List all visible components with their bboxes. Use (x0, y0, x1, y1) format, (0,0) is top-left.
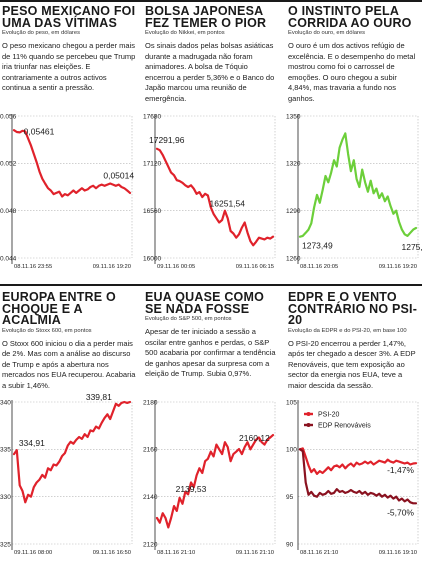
x-tick-label: 08.11.16 21:10 (300, 550, 338, 556)
panel-subtitle: Evolução do S&P 500, em pontos (145, 316, 232, 322)
x-tick-label: 09.11.16 00:05 (157, 264, 195, 270)
data-label: 0,05461 (24, 126, 55, 136)
chart-sp500: 2180 2160 2140 2120 08.11.16 21:10 09.11.16 2… (143, 399, 276, 556)
legend-label: EDP Renováveis (318, 422, 371, 429)
y-tick-label: 17120 (143, 161, 161, 168)
series-line (155, 147, 275, 247)
x-tick-label: 09.11.16 19:10 (379, 550, 417, 556)
panel-subtitle: Evolução da EDPR e do PSI-20, em base 10… (288, 327, 407, 334)
panel-subtitle: Evolução do Stoxx 600, em pontos (2, 327, 92, 334)
y-tick-label: 1260 (286, 255, 301, 262)
panel-body: Apesar de ter iniciado a sessão a oscila… (145, 327, 276, 379)
x-tick-label: 09.11.16 19:20 (379, 264, 417, 270)
y-tick-label: 2120 (143, 541, 158, 548)
panel-title: EUA QUASE COMO SE NADA FOSSE (145, 290, 265, 316)
y-tick-label: 16000 (143, 255, 161, 262)
panel-ouro: O INSTINTO PELA CORRIDA AO OURO Evolução… (288, 4, 422, 113)
legend-label: PSI-20 (318, 411, 340, 418)
panel-body: O ouro é um dos activos refúgio de excel… (288, 41, 416, 103)
data-label: 339,81 (86, 392, 112, 402)
series-line (155, 434, 275, 529)
x-tick-label: 09.11.16 16:50 (93, 550, 131, 556)
series-line (12, 129, 132, 198)
panel-title: PESO MEXICANO FOI UMA DAS VÍTIMAS (2, 4, 136, 30)
panel-nikkei: BOLSA JAPONESA FEZ TEMER O PIOR Evolução… (145, 4, 279, 113)
legend-marker (306, 423, 311, 427)
x-tick-label: 09.11.16 06:15 (236, 264, 274, 270)
y-tick-label: 1350 (286, 113, 301, 120)
y-tick-label: 1320 (286, 161, 301, 168)
panel-body: O peso mexicano chegou a perder mais de … (2, 41, 136, 93)
series-line (298, 448, 418, 505)
x-tick-label: 08.11.16 20:05 (300, 264, 338, 270)
y-tick-label: 95 (286, 494, 294, 501)
data-label: 1273,49 (302, 241, 333, 251)
y-tick-label: 105 (286, 399, 297, 406)
panel-body: Os sinais dados pelas bolsas asiáticas d… (145, 41, 275, 103)
y-tick-label: 2160 (143, 447, 158, 454)
y-tick-label: 330 (0, 494, 11, 501)
x-tick-label: 09.11.16 19:20 (93, 264, 131, 270)
series-line (12, 400, 132, 504)
panel-body: O Stoxx 600 iniciou o dia a perder mais … (2, 338, 136, 390)
y-tick-label: 16560 (143, 208, 161, 215)
panel-sp500: EUA QUASE COMO SE NADA FOSSE Evolução do… (145, 290, 279, 399)
y-tick-label: 1290 (286, 208, 301, 215)
series-line (298, 447, 418, 475)
y-tick-label: 0.056 (0, 113, 17, 120)
panel-title: EDPR E O VENTO CONTRÁRIO NO PSI-20 (288, 290, 418, 327)
y-tick-label: 17680 (143, 113, 161, 120)
y-tick-label: 0.044 (0, 255, 17, 262)
chart-ouro: 1350 1320 1290 1260 08.11.16 20:05 09.11.16 1… (286, 113, 422, 270)
y-tick-label: 0.048 (0, 208, 17, 215)
data-label: 0,05014 (103, 171, 134, 181)
panel-title: O INSTINTO PELA CORRIDA AO OURO (288, 4, 412, 30)
x-tick-label: 09.11.16 21:10 (236, 550, 274, 556)
data-label: -5,70% (387, 507, 414, 517)
legend-marker (306, 412, 311, 416)
data-label: 334,91 (19, 438, 45, 448)
top-rule (0, 0, 422, 2)
x-tick-label: 08.11.16 23:55 (14, 264, 52, 270)
panel-subtitle: Evolução do ouro, em dólares (288, 30, 366, 36)
panel-subtitle: Evolução do Nikkei, em pontos (145, 30, 225, 36)
data-label: 1275,93 (402, 242, 422, 252)
series-line (298, 132, 418, 238)
chart-edpr: 105 100 95 90 08.11.16 21:10 09.11.16 19:10 PS… (286, 399, 419, 556)
data-label: 2139,53 (176, 484, 207, 494)
y-tick-label: 2140 (143, 494, 158, 501)
middle-rule (0, 284, 422, 286)
panel-subtitle: Evolução do peso, em dólares (2, 30, 80, 36)
data-label: 16251,54 (210, 199, 246, 209)
chart-nikkei: 17680 17120 16560 16000 09.11.16 00:05 09.11.… (143, 113, 276, 270)
panel-title: EUROPA ENTRE O CHOQUE E A ACALMIA (2, 290, 116, 327)
chart-peso: 0.056 0.052 0.048 0.044 08.11.16 23:55 09.11.… (0, 113, 134, 270)
y-tick-label: 340 (0, 399, 11, 406)
y-tick-label: 325 (0, 541, 11, 548)
y-tick-label: 0.052 (0, 161, 17, 168)
panel-title: BOLSA JAPONESA FEZ TEMER O PIOR (145, 4, 267, 30)
y-tick-label: 90 (286, 541, 294, 548)
y-tick-label: 335 (0, 447, 11, 454)
panel-body: O PSI-20 encerrou a perder 1,47%, após t… (288, 338, 416, 390)
data-label: 2160,12 (239, 433, 270, 443)
data-label: -1,47% (387, 465, 414, 475)
x-tick-label: 09.11.16 08:00 (14, 550, 52, 556)
y-tick-label: 2180 (143, 399, 158, 406)
y-tick-label: 100 (286, 447, 297, 454)
data-label: 17291,96 (149, 135, 185, 145)
panel-stoxx: EUROPA ENTRE O CHOQUE E A ACALMIA Evoluç… (2, 290, 136, 411)
panel-peso: PESO MEXICANO FOI UMA DAS VÍTIMAS Evoluç… (2, 4, 136, 113)
x-tick-label: 08.11.16 21:10 (157, 550, 195, 556)
panel-edpr: EDPR E O VENTO CONTRÁRIO NO PSI-20 Evolu… (288, 290, 422, 411)
